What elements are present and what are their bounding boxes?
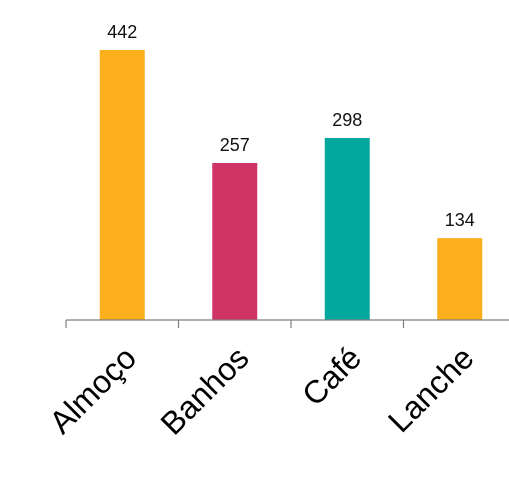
tick-label-cafe: Café <box>295 339 368 412</box>
bar-lanche <box>437 238 483 320</box>
tick-label-lanche: Lanche <box>381 339 481 439</box>
bar-cafe <box>324 137 370 320</box>
tick-label-almoco: Almoço <box>42 339 143 440</box>
data-labels-layer: 442 257 298 134 <box>107 22 475 230</box>
bars-layer <box>99 50 483 320</box>
bar-banhos <box>212 163 258 320</box>
category-labels-layer: Almoço Banhos Café Lanche <box>42 339 480 441</box>
data-label-almoco: 442 <box>107 22 137 42</box>
data-label-lanche: 134 <box>445 210 475 230</box>
bar-almoco <box>99 50 145 320</box>
tick-label-banhos: Banhos <box>154 339 256 441</box>
x-axis <box>65 319 509 328</box>
data-label-banhos: 257 <box>220 135 250 155</box>
data-label-cafe: 298 <box>332 110 362 130</box>
